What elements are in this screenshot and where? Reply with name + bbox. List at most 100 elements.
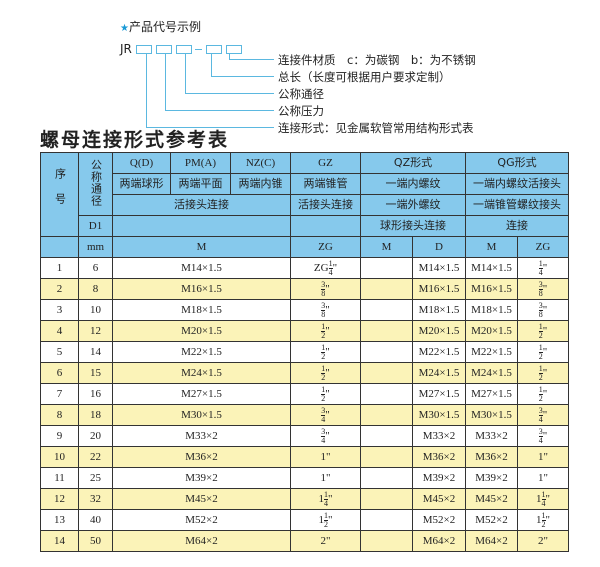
cell-d1: 50: [78, 530, 113, 552]
cell-qz-d: M22×1.5: [411, 341, 467, 363]
cell-qg-zg: 1": [517, 446, 570, 468]
cell-d1: 18: [78, 404, 113, 426]
cell-d1: 10: [78, 299, 113, 321]
cell-qz-d: M36×2: [411, 446, 467, 468]
cell-qz-d: M64×2: [411, 530, 467, 552]
cell-seq: 9: [40, 425, 79, 447]
cell-qg-m: M45×2: [465, 488, 519, 510]
table-row: 11 25 M39×2 1" M39×2 M39×2 1": [40, 467, 570, 489]
cell-seq: 12: [40, 488, 79, 510]
connector-line: [146, 127, 274, 128]
connector-line: [229, 59, 274, 60]
cell-qg-m: M24×1.5: [465, 362, 519, 384]
legend-connection-form: 连接形式：见金属软管常用结构形式表: [278, 121, 474, 135]
cell-qz-d: M45×2: [411, 488, 467, 510]
cell-qz-d: M30×1.5: [411, 404, 467, 426]
cell-zg: 1": [290, 467, 361, 489]
cell-d1: 15: [78, 362, 113, 384]
product-code: JR: [120, 42, 242, 56]
cell-qz-d: M27×1.5: [411, 383, 467, 405]
code-prefix: JR: [120, 42, 132, 56]
header-m: M: [112, 236, 291, 258]
table-row: 8 18 M30×1.5 3 4 " M30×1.5 M30×1.5 3 4 ": [40, 404, 570, 426]
header-qg-connection: 一端锥管螺纹接头: [465, 194, 570, 216]
cell-seq: 8: [40, 404, 79, 426]
connector-line: [165, 54, 166, 110]
connector-line: [211, 54, 212, 76]
table-row: 10 22 M36×2 1" M36×2 M36×2 1": [40, 446, 570, 468]
cell-m: M39×2: [112, 467, 291, 489]
code-box: [175, 44, 192, 54]
cell-m: M52×2: [112, 509, 291, 531]
cell-qg-zg: 1 2 ": [517, 362, 570, 384]
cell-m: M64×2: [112, 530, 291, 552]
table-row: 2 8 M16×1.5 3 8 " M16×1.5 M16×1.5 3 8 ": [40, 278, 570, 300]
header-qg-desc: 一端内螺纹活接头: [465, 173, 570, 195]
cell-qz-m: [360, 404, 413, 426]
cell-zg: 3 4 ": [290, 404, 361, 426]
cell-qg-m: M39×2: [465, 467, 519, 489]
example-heading: ★产品代号示例: [120, 18, 201, 35]
cell-qg-zg: 1 2 ": [517, 383, 570, 405]
cell-qg-zg: 1 2 ": [517, 341, 570, 363]
example-heading-text: 产品代号示例: [128, 20, 201, 34]
nut-connection-table: 序号 公称通径 Q(D) PM(A) NZ(C) GZ QZ形式 QG形式 两端…: [40, 152, 570, 552]
connector-line: [165, 110, 274, 111]
header-qz-desc: 一端内螺纹: [359, 173, 467, 195]
cell-zg: 3 4 ": [290, 425, 361, 447]
cell-seq: 6: [40, 362, 79, 384]
cell-d1: 20: [78, 425, 113, 447]
cell-d1: 32: [78, 488, 113, 510]
cell-zg: 1 2 ": [290, 320, 361, 342]
header-seq: 序号: [40, 152, 79, 237]
legend-length: 总长（长度可根据用户要求定制）: [278, 70, 451, 84]
header-gz-connection: 活接头连接: [290, 194, 361, 216]
connector-line: [185, 54, 186, 93]
cell-qg-zg: 1": [517, 467, 570, 489]
cell-qz-d: M18×1.5: [411, 299, 467, 321]
header-qz-m: M: [360, 236, 413, 258]
header-qg-m: M: [465, 236, 519, 258]
header-union-connection: 活接头连接: [112, 194, 291, 216]
connector-line: [146, 54, 147, 127]
cell-qz-m: [360, 425, 413, 447]
table-row: 4 12 M20×1.5 1 2 " M20×1.5 M20×1.5 1 2 ": [40, 320, 570, 342]
cell-seq: 10: [40, 446, 79, 468]
cell-seq: 13: [40, 509, 79, 531]
header-zg: ZG: [290, 236, 361, 258]
header-nz-desc: 两端内锥: [230, 173, 291, 195]
cell-qz-d: M39×2: [411, 467, 467, 489]
cell-qg-zg: 2": [517, 530, 570, 552]
cell-qz-d: M24×1.5: [411, 362, 467, 384]
header-q: Q(D): [112, 152, 171, 174]
header-gz: GZ: [290, 152, 361, 174]
code-box: [205, 44, 222, 54]
header-mm: mm: [78, 236, 113, 258]
cell-qz-m: [360, 257, 413, 279]
cell-zg: ZG 1 4 ": [290, 257, 361, 279]
cell-m: M14×1.5: [112, 257, 291, 279]
cell-qg-m: M16×1.5: [465, 278, 519, 300]
cell-qz-m: [360, 341, 413, 363]
table-row: 1 6 M14×1.5 ZG 1 4 " M14×1.5 M14×1.5 1 4 ": [40, 257, 570, 279]
cell-d1: 22: [78, 446, 113, 468]
connector-line: [211, 76, 274, 77]
cell-qz-m: [360, 383, 413, 405]
header-qz-connection: 一端外螺纹: [359, 194, 467, 216]
cell-qg-m: M64×2: [465, 530, 519, 552]
legend-nominal-diameter: 公称通径: [278, 87, 324, 101]
cell-seq: 4: [40, 320, 79, 342]
table-title: 螺母连接形式参考表: [40, 129, 230, 151]
cell-qz-m: [360, 488, 413, 510]
cell-qg-zg: 3 4 ": [517, 425, 570, 447]
